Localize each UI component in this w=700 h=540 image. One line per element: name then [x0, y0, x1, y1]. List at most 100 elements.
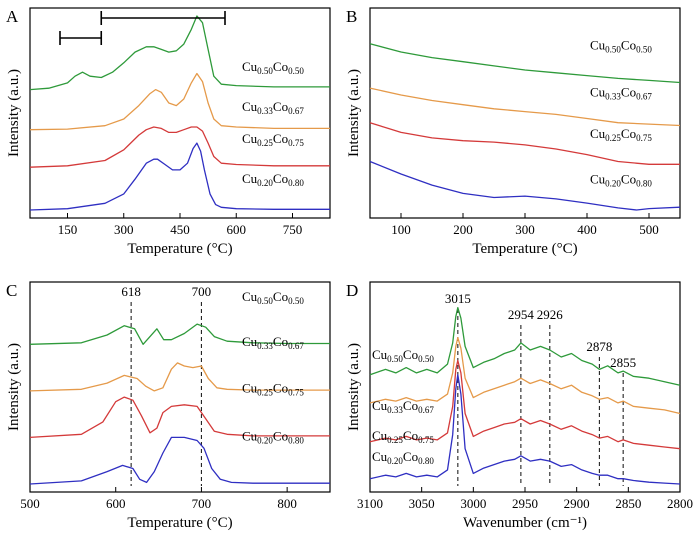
- series-label-part: 0.25: [605, 133, 621, 143]
- series-label: Cu0.50Co0.50: [590, 37, 652, 54]
- annotation-label: 2855: [610, 355, 636, 370]
- series-line: [369, 306, 681, 386]
- series-line: [29, 72, 330, 131]
- series-label-part: Cu: [242, 289, 258, 304]
- series-label-part: 0.25: [257, 138, 273, 148]
- x-tick-label: 500: [639, 222, 659, 237]
- series-label-part: 0.80: [418, 456, 434, 466]
- series-label-part: 0.50: [257, 66, 273, 76]
- x-tick-label: 450: [170, 222, 190, 237]
- x-tick-label: 750: [283, 222, 303, 237]
- series-line: [29, 436, 330, 485]
- series-label-part: Cu: [242, 131, 258, 146]
- series-label-part: 0.25: [387, 435, 403, 445]
- panel-label: C: [6, 281, 17, 300]
- series-label-part: Cu: [372, 428, 388, 443]
- series-label-part: Co: [273, 380, 288, 395]
- series-label-part: 0.50: [288, 66, 304, 76]
- series-label-part: Cu: [242, 429, 258, 444]
- x-tick-label: 2850: [615, 496, 641, 511]
- series-label-part: 0.80: [288, 178, 304, 188]
- series-label: Cu0.25Co0.75: [242, 131, 304, 148]
- series-label-part: Co: [273, 334, 288, 349]
- annotation-label: 2926: [537, 307, 564, 322]
- series-label: Cu0.33Co0.67: [242, 334, 304, 351]
- series-label-part: Cu: [372, 449, 388, 464]
- series-label-part: 0.33: [257, 106, 273, 116]
- panel-label: D: [346, 281, 358, 300]
- x-tick-label: 400: [577, 222, 597, 237]
- series-label-part: Co: [621, 37, 636, 52]
- series-label-part: Co: [621, 84, 636, 99]
- series-label-part: 0.80: [636, 179, 652, 189]
- x-tick-label: 200: [453, 222, 473, 237]
- series-label-part: 0.50: [605, 44, 621, 54]
- series-label-part: Co: [403, 449, 418, 464]
- series-label-part: Cu: [242, 380, 258, 395]
- series-label-part: 0.20: [257, 436, 273, 446]
- x-tick-label: 300: [515, 222, 535, 237]
- series-label-part: Cu: [242, 171, 258, 186]
- x-tick-label: 2950: [512, 496, 538, 511]
- series-label-part: 0.50: [257, 296, 273, 306]
- series-line: [29, 15, 330, 91]
- series-label-part: 0.75: [288, 387, 304, 397]
- series-label: Cu0.50Co0.50: [242, 289, 304, 306]
- series-label-part: Co: [403, 347, 418, 362]
- series-line: [369, 122, 680, 165]
- series-label-part: Cu: [590, 37, 606, 52]
- x-axis-label: Temperature (°C): [127, 241, 232, 257]
- series-label-part: Cu: [242, 99, 258, 114]
- panel-c: C 500 600 700 800 Temperature (°C) Intensity (…: [6, 281, 331, 531]
- series-line: [369, 359, 681, 450]
- series-line: [369, 160, 681, 211]
- annotation-label: 618: [121, 284, 141, 299]
- series-line: [29, 362, 330, 392]
- series-label-part: 0.33: [257, 341, 273, 351]
- series-label-part: 0.75: [418, 435, 434, 445]
- x-tick-label: 800: [277, 496, 297, 511]
- x-tick-label: 300: [114, 222, 134, 237]
- series-label-part: 0.67: [288, 106, 304, 116]
- series-label: Cu0.25Co0.75: [590, 126, 652, 143]
- x-axis-label: Wavenumber (cm⁻¹): [463, 515, 587, 531]
- plot-frame: [29, 281, 331, 493]
- series-label-part: 0.50: [418, 354, 434, 364]
- x-tick-label: 700: [192, 496, 212, 511]
- series-label-part: Co: [273, 131, 288, 146]
- y-axis-label: Intensity (a.u.): [6, 343, 22, 431]
- series-label: Cu0.25Co0.75: [372, 428, 434, 445]
- series-label-part: Cu: [590, 172, 606, 187]
- series-label: Cu0.20Co0.80: [372, 449, 434, 466]
- series-label: Cu0.20Co0.80: [242, 171, 304, 188]
- series-label: Cu0.33Co0.67: [590, 84, 652, 101]
- panel-b: B 100 200 300 400 500 Temperature (°C) Intensit…: [346, 7, 681, 257]
- series-label-part: 0.80: [288, 436, 304, 446]
- series-label-part: Co: [621, 126, 636, 141]
- x-tick-label: 2800: [667, 496, 693, 511]
- series-label-part: Co: [273, 429, 288, 444]
- series-label-part: Cu: [242, 59, 258, 74]
- y-axis-label: Intensity (a.u.): [346, 343, 362, 431]
- series-line: [29, 142, 330, 211]
- series-label-part: Co: [273, 99, 288, 114]
- panel-label: B: [346, 7, 357, 26]
- series-label-part: 0.75: [288, 138, 304, 148]
- annotation-label: 2954: [508, 307, 535, 322]
- annotation-label: 700: [192, 284, 212, 299]
- series-label: Cu0.25Co0.75: [242, 380, 304, 397]
- x-tick-label: 3050: [409, 496, 435, 511]
- x-tick-label: 2900: [564, 496, 590, 511]
- series-label: Cu0.20Co0.80: [242, 429, 304, 446]
- y-axis-label: Intensity (a.u.): [6, 69, 22, 157]
- series-label-part: Cu: [590, 84, 606, 99]
- panel-d: D 3100 3050 3000 2950 2900 2850 2800 Wavenumber …: [346, 281, 693, 531]
- x-tick-label: 600: [106, 496, 126, 511]
- series-label: Cu0.33Co0.67: [242, 99, 304, 116]
- annotation-label: 2878: [586, 339, 612, 354]
- series-label-part: 0.75: [636, 133, 652, 143]
- x-tick-label: 100: [391, 222, 411, 237]
- series-label-part: Co: [273, 289, 288, 304]
- y-axis-label: Intensity (a.u.): [346, 69, 362, 157]
- series-label: Cu0.50Co0.50: [372, 347, 434, 364]
